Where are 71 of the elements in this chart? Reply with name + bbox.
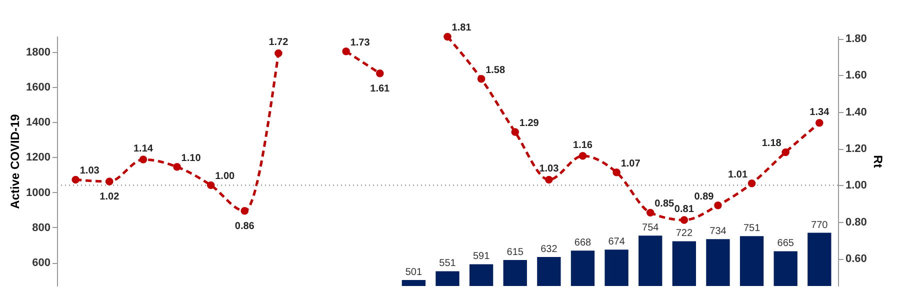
point [274,49,282,58]
point [680,216,688,224]
data-label: 1.29 [519,118,540,130]
data-label: 0.86 [234,220,255,232]
point [816,119,824,127]
point [376,70,384,78]
point [173,163,181,171]
data-label: 1.14 [133,144,154,155]
data-label: 0.89 [694,191,714,202]
data-label: 1.07 [620,158,641,170]
data-label: 0.85 [654,198,675,210]
data-label: 1.18 [762,138,782,150]
y2-axis-title: Rt [870,155,885,168]
data-label: 632 [540,244,558,256]
point [511,128,519,136]
point [72,176,80,184]
y-tick-label: 1200 [26,152,50,164]
y-tick-label: 600 [32,257,50,270]
y2-tick-label: 1.00 [846,180,867,192]
data-label: 754 [642,222,660,234]
point [714,201,722,210]
data-label: 615 [506,247,524,258]
y2-tick-label: 0.80 [846,216,867,228]
point [342,48,350,56]
point [612,168,620,176]
data-label: 0.81 [674,204,694,216]
data-label: 665 [777,238,794,250]
point [748,179,756,188]
y2-tick-label: 1.20 [846,143,867,156]
point [106,178,114,186]
y-tick-label: 1800 [26,46,50,58]
y2-tick-label: 1.80 [846,33,867,46]
point [139,156,148,164]
point [646,208,654,217]
data-label: 1.00 [215,171,235,182]
data-label: 1.03 [539,164,560,175]
point [444,32,452,41]
data-label: 674 [608,236,626,248]
data-label: 1.34 [810,106,830,118]
y2-tick-label: 1.60 [846,70,867,82]
data-label: 1.58 [486,64,506,76]
point [545,176,553,184]
data-label: 734 [710,226,727,238]
data-label: 1.02 [100,192,120,203]
y2-tick-label: 0.60 [846,253,867,266]
data-label: 1.61 [370,83,390,94]
data-label: 722 [676,228,693,240]
y-tick-label: 1600 [26,81,50,94]
data-label: 1.81 [452,22,472,34]
point [477,75,486,83]
data-label: 1.01 [728,169,748,180]
data-label: 1.73 [350,37,370,48]
point [782,148,790,156]
y-tick-label: 1400 [26,116,50,129]
data-label: 501 [405,267,422,278]
point [206,181,215,190]
y-axis-title: Active COVID-19 [8,114,22,209]
point [578,152,587,160]
data-label: 1.16 [573,140,593,151]
y-tick-label: 1000 [26,186,50,199]
data-label: 1.03 [80,166,100,177]
point [240,206,249,215]
data-label: 1.10 [181,152,202,164]
data-label: 591 [472,251,490,262]
data-label: 668 [574,238,592,249]
data-label: 751 [743,223,761,234]
data-label: 770 [811,220,828,231]
y-tick-label: 800 [32,222,50,234]
data-label: 551 [439,258,456,270]
data-label: 1.72 [268,37,289,48]
y2-tick-label: 1.40 [846,106,867,118]
